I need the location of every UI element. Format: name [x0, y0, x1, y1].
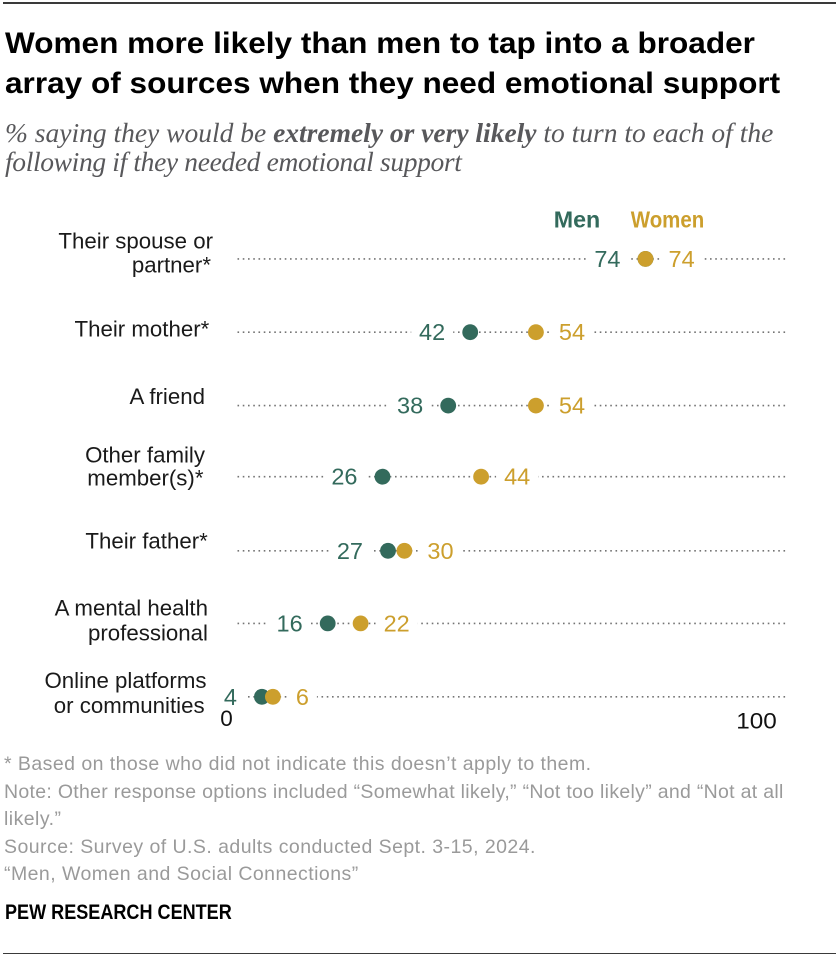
svg-text:22: 22 [384, 610, 410, 636]
svg-text:100: 100 [736, 709, 777, 734]
svg-text:74: 74 [594, 246, 620, 272]
svg-text:0: 0 [220, 706, 233, 731]
svg-text:54: 54 [559, 319, 585, 345]
svg-text:44: 44 [504, 464, 530, 490]
svg-text:member(s)*: member(s)* [87, 466, 204, 491]
svg-text:4: 4 [224, 684, 237, 710]
svg-text:Women: Women [631, 206, 705, 232]
svg-text:Other family: Other family [85, 442, 206, 467]
svg-text:A mental health: A mental health [55, 595, 208, 620]
svg-text:6: 6 [296, 684, 309, 710]
svg-text:16: 16 [277, 610, 303, 636]
svg-text:Online platforms: Online platforms [45, 668, 207, 693]
svg-text:Their father*: Their father* [85, 528, 208, 553]
svg-text:professional: professional [88, 621, 208, 646]
svg-text:A friend: A friend [130, 384, 205, 409]
svg-text:54: 54 [559, 393, 585, 419]
svg-text:42: 42 [419, 319, 445, 345]
svg-text:74: 74 [669, 246, 695, 272]
svg-text:partner*: partner* [132, 253, 211, 278]
svg-text:Their spouse or: Their spouse or [58, 228, 213, 253]
svg-text:27: 27 [337, 538, 363, 564]
svg-text:26: 26 [331, 464, 357, 490]
svg-text:30: 30 [427, 538, 453, 564]
svg-text:or communities: or communities [54, 693, 205, 718]
svg-text:Their mother*: Their mother* [75, 317, 210, 342]
svg-text:38: 38 [397, 393, 423, 419]
svg-text:Men: Men [554, 206, 601, 232]
